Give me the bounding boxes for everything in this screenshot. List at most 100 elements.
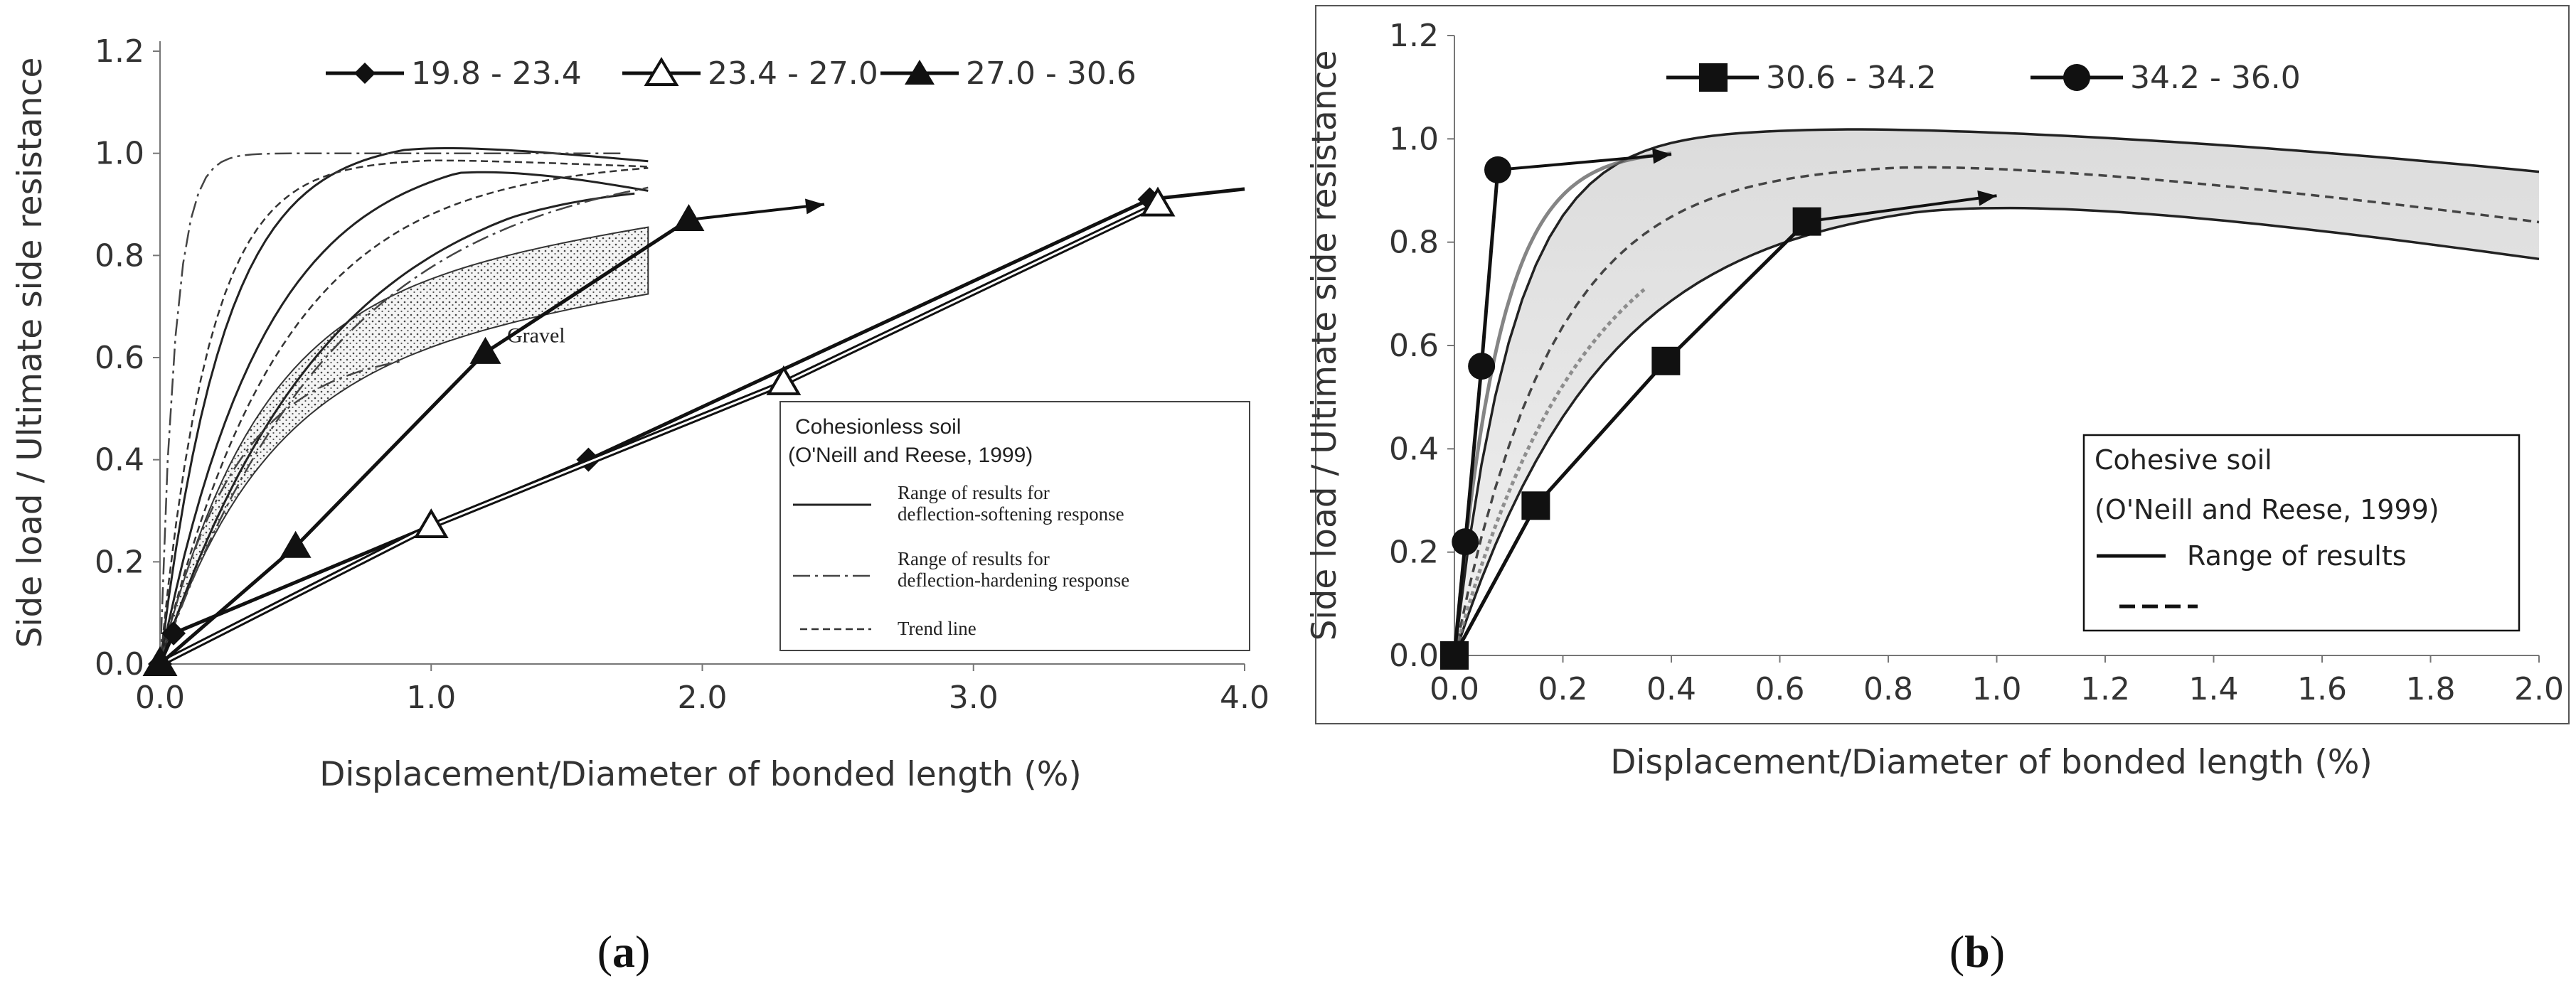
chart-b-ref-item1: Range of results bbox=[2187, 540, 2407, 572]
chart-a-ref-trend-curve-2 bbox=[159, 167, 649, 665]
chart-b-y-tick-label: 1.2 bbox=[1389, 18, 1439, 54]
chart-b-series-2-point bbox=[1441, 642, 1468, 669]
chart-b-ref-lower-curve bbox=[1453, 206, 2540, 656]
chart-b-x-tick-label: 1.8 bbox=[2406, 671, 2456, 707]
chart-a-ref-softening-curve-3 bbox=[159, 192, 635, 665]
chart-a-ref-hardening-curve-3 bbox=[159, 360, 405, 665]
chart-b-legend: 30.6 - 34.2 34.2 - 36.0 bbox=[1666, 60, 2301, 96]
chart-a-x-tick-label: 1.0 bbox=[406, 680, 456, 716]
chart-a-series-3-arrow-head bbox=[804, 198, 825, 215]
chart-b-x-tick-label: 1.6 bbox=[2297, 671, 2347, 707]
chart-a-legend-label-1: 19.8 - 23.4 bbox=[411, 55, 582, 92]
chart-b-x-tick-label: 1.0 bbox=[1972, 671, 2022, 707]
chart-a-gravel-label: Gravel bbox=[507, 323, 565, 347]
chart-b-x-tick-label: 1.4 bbox=[2189, 671, 2239, 707]
chart-a-x-ticks: 0.0 1.0 2.0 3.0 4.0 bbox=[135, 664, 1270, 716]
chart-a-legend-marker-diamond bbox=[354, 63, 376, 84]
chart-a-series-2-point bbox=[766, 365, 802, 395]
chart-a-y-axis-label: Side load / Ultimate side resistance bbox=[11, 58, 50, 648]
chart-a-series-3-arrow-shaft bbox=[688, 203, 825, 222]
chart-a-y-tick-label: 0.0 bbox=[95, 646, 144, 682]
chart-a-background-ref: Gravel bbox=[159, 147, 649, 665]
chart-b-series-2-point bbox=[1452, 528, 1479, 556]
chart-b-ref-title-2: (O'Neill and Reese, 1999) bbox=[2095, 494, 2439, 525]
chart-a-x-tick-label: 0.0 bbox=[135, 680, 185, 716]
chart-a-x-tick-label: 4.0 bbox=[1220, 680, 1270, 716]
chart-a-legend-marker-filled-triangle bbox=[905, 60, 935, 85]
chart-a-series-3-point bbox=[469, 336, 501, 364]
chart-a-y-tick-label: 1.0 bbox=[95, 136, 144, 172]
chart-b-range-band bbox=[1454, 129, 2539, 655]
chart-a-ref-item1-a: Range of results for bbox=[898, 482, 1050, 503]
chart-a-ref-trend-curve-1 bbox=[159, 159, 649, 665]
chart-a-series bbox=[142, 186, 1245, 676]
chart-a-legend: 19.8 - 23.4 23.4 - 27.0 27.0 - 30.6 bbox=[326, 55, 1137, 92]
chart-b-series-1-arrow-head bbox=[1977, 190, 1997, 206]
chart-b-y-tick-label: 0.0 bbox=[1389, 638, 1439, 674]
chart-b-series bbox=[1440, 148, 1997, 670]
chart-b-series-2-line bbox=[1452, 169, 1500, 656]
chart-a-y-tick-label: 0.2 bbox=[95, 544, 144, 580]
chart-a-legend-label-2: 23.4 - 27.0 bbox=[708, 55, 878, 92]
chart-b-series-2-point bbox=[1468, 353, 1496, 380]
chart-b-x-tick-label: 0.0 bbox=[1430, 671, 1479, 707]
chart-b-x-tick-label: 0.2 bbox=[1538, 671, 1588, 707]
chart-a-legend-label-3: 27.0 - 30.6 bbox=[966, 55, 1137, 92]
chart-b-y-tick-label: 1.0 bbox=[1389, 121, 1439, 157]
chart-b-reference-box: Cohesive soil (O'Neill and Reese, 1999) … bbox=[2082, 434, 2521, 632]
chart-a-gravel-band bbox=[164, 226, 649, 649]
chart-a-subfigure-letter: a bbox=[612, 926, 635, 977]
chart-a-x-axis-label: Displacement/Diameter of bonded length (… bbox=[319, 755, 1082, 794]
chart-b-legend-label-2: 34.2 - 36.0 bbox=[2130, 60, 2301, 96]
chart-b-x-tick-label: 2.0 bbox=[2514, 671, 2564, 707]
chart-b-series-1-line bbox=[1452, 220, 1809, 657]
chart-b: 0.0 0.2 0.4 0.6 0.8 1.0 1.2 0.0 0.2 0.4 0.6 0.8 1.0… bbox=[1305, 5, 2570, 977]
chart-a-ref-softening-curve-1 bbox=[159, 147, 649, 665]
chart-a-series-3-line bbox=[159, 218, 690, 665]
chart-a-series-3-point bbox=[280, 530, 312, 558]
chart-a-subfigure-label: (a) bbox=[597, 926, 651, 977]
chart-b-y-tick-label: 0.4 bbox=[1389, 431, 1439, 467]
chart-a: Gravel 0.0 0.2 0.4 0.6 0.8 1.0 1.2 0.0 1.0 2.0 3.… bbox=[11, 33, 1270, 977]
chart-a-ref-item2-b: deflection-hardening response bbox=[898, 569, 1129, 591]
chart-a-y-ticks: 0.0 0.2 0.4 0.6 0.8 1.0 1.2 bbox=[95, 33, 160, 682]
chart-b-subfigure-label: (b) bbox=[1949, 926, 2005, 977]
chart-a-ref-item3: Trend line bbox=[898, 618, 976, 639]
chart-b-series-2-point bbox=[1484, 156, 1511, 183]
chart-a-y-tick-label: 1.2 bbox=[95, 33, 144, 70]
chart-b-x-tick-label: 0.4 bbox=[1646, 671, 1696, 707]
chart-a-ref-hardening-curve-1 bbox=[159, 152, 622, 665]
chart-a-x-tick-label: 3.0 bbox=[949, 680, 999, 716]
chart-b-y-tick-label: 0.8 bbox=[1389, 225, 1439, 261]
chart-a-ref-hardening-curve-2 bbox=[159, 186, 649, 665]
chart-b-series-2-arrow-shaft bbox=[1497, 153, 1672, 171]
chart-b-x-tick-label: 0.6 bbox=[1755, 671, 1805, 707]
chart-b-series-1-arrow-shaft bbox=[1806, 194, 1997, 223]
chart-a-series-2-point bbox=[413, 508, 449, 539]
chart-b-legend-label-1: 30.6 - 34.2 bbox=[1766, 60, 1937, 96]
chart-b-legend-marker-square bbox=[1699, 63, 1728, 92]
chart-a-ref-softening-curve-2 bbox=[159, 171, 649, 665]
chart-a-ref-item1-b: deflection-softening response bbox=[898, 503, 1124, 525]
chart-a-series-2-line-inner bbox=[159, 203, 1159, 665]
chart-b-y-tick-label: 0.6 bbox=[1389, 328, 1439, 364]
chart-b-x-tick-label: 1.2 bbox=[2080, 671, 2130, 707]
chart-b-series-1-point bbox=[1651, 346, 1681, 375]
chart-b-series-2-arrow-head bbox=[1652, 148, 1671, 164]
chart-b-y-axis-label: Side load / Ultimate side resistance bbox=[1305, 50, 1344, 641]
chart-b-series-1-point bbox=[1792, 207, 1821, 236]
chart-a-series-3-point bbox=[144, 648, 176, 675]
chart-b-x-ticks: 0.0 0.2 0.4 0.6 0.8 1.0 1.2 1.4 1.6 1.8 2.0 bbox=[1430, 655, 2564, 707]
chart-b-ref-upper-curve bbox=[1453, 128, 2540, 656]
chart-b-ref-dashed-curve bbox=[1453, 166, 2540, 656]
chart-b-legend-marker-circle bbox=[2063, 64, 2090, 91]
chart-a-series-1-point bbox=[161, 621, 186, 646]
chart-a-y-tick-label: 0.6 bbox=[95, 340, 144, 376]
chart-a-y-tick-label: 0.4 bbox=[95, 442, 144, 478]
chart-a-series-3-point bbox=[673, 204, 705, 232]
chart-b-x-axis-label: Displacement/Diameter of bonded length (… bbox=[1610, 743, 2373, 782]
chart-a-y-tick-label: 0.8 bbox=[95, 237, 144, 274]
chart-b-subfigure-letter: b bbox=[1964, 926, 1990, 977]
chart-b-y-tick-label: 0.2 bbox=[1389, 535, 1439, 571]
chart-a-ref-title-2: (O'Neill and Reese, 1999) bbox=[788, 444, 1033, 467]
